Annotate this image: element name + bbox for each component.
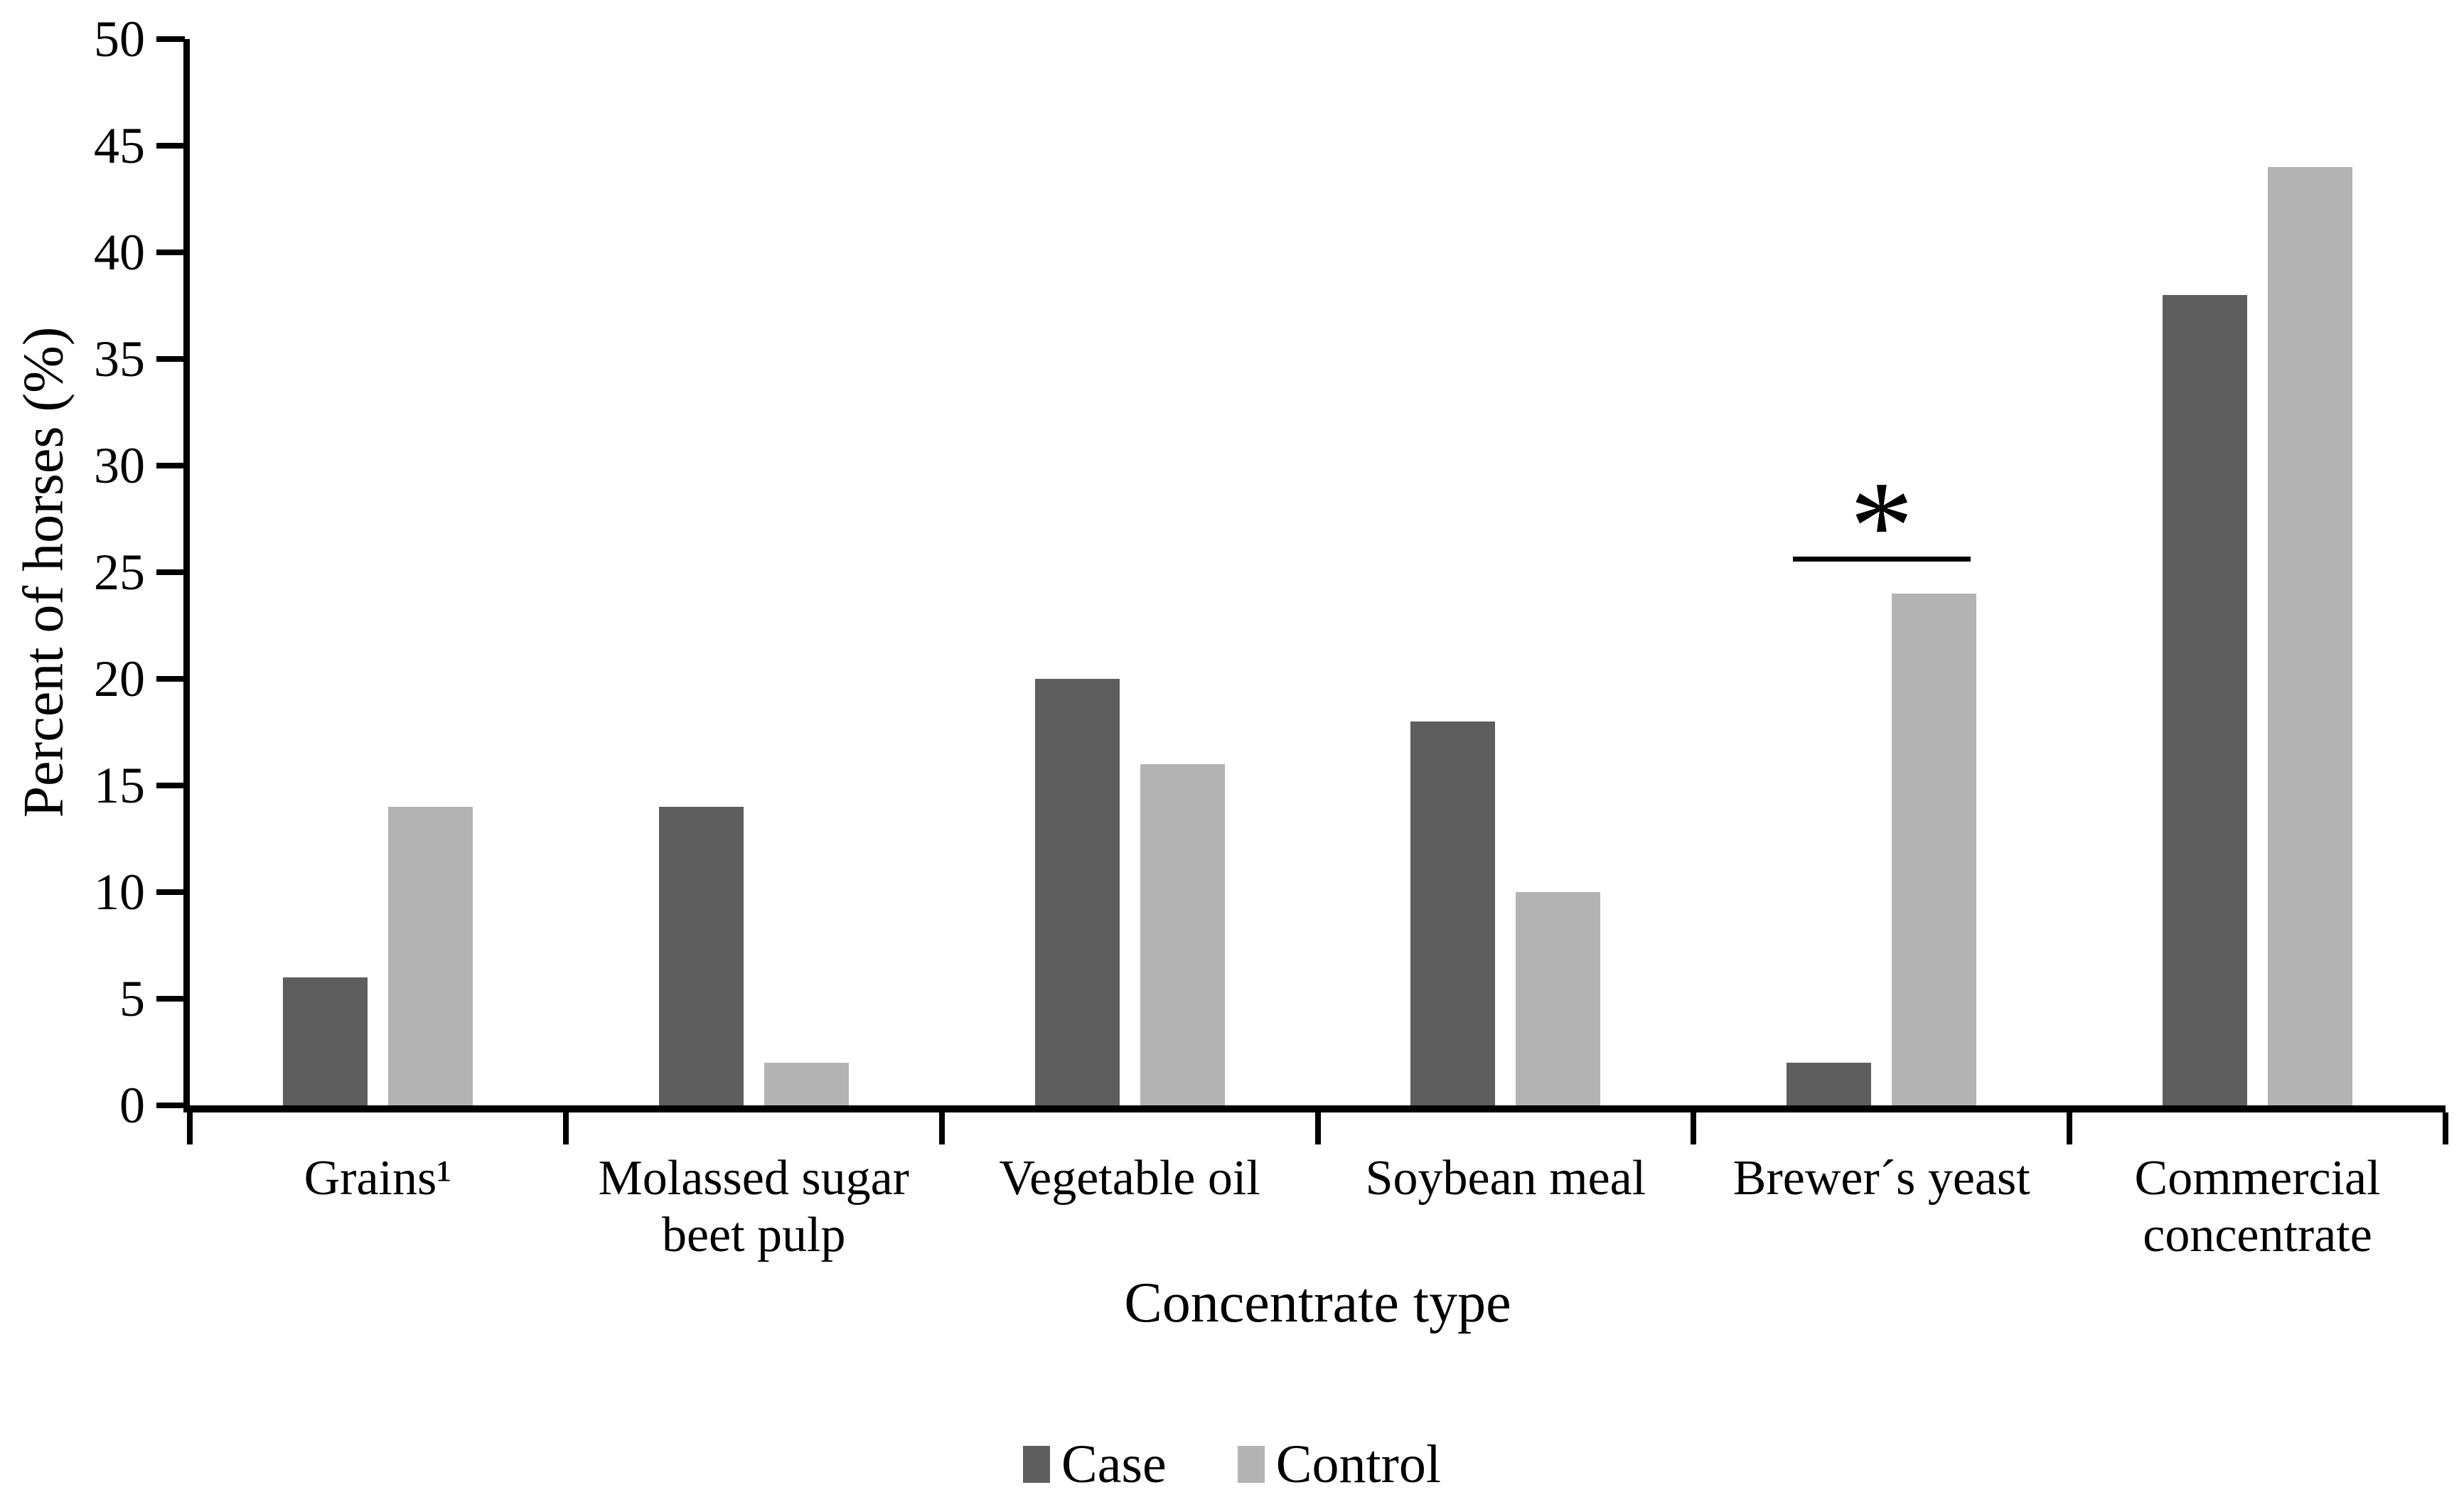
bar-group xyxy=(2069,39,2446,1105)
y-tick xyxy=(156,783,185,788)
x-axis-tick xyxy=(2443,1112,2448,1144)
bar-pair xyxy=(2069,39,2446,1105)
case-bar xyxy=(2163,295,2248,1105)
x-category-labels: Grains¹ Molassed sugar beet pulp Vegetable… xyxy=(190,1150,2446,1264)
legend-label: Case xyxy=(1061,1434,1167,1494)
x-axis-tick xyxy=(562,1112,569,1144)
control-bar xyxy=(1892,594,1977,1105)
x-category-label: Soybean meal xyxy=(1365,1151,1646,1206)
y-tick xyxy=(156,143,185,149)
y-tick xyxy=(156,36,185,42)
control-bar xyxy=(764,1063,849,1105)
plot-area: * xyxy=(190,39,2446,1105)
y-tick-label: 25 xyxy=(94,544,145,601)
bar-pair xyxy=(1317,39,1693,1105)
bar-pair xyxy=(190,39,566,1105)
y-tick xyxy=(156,889,185,895)
y-tick-label: 30 xyxy=(94,437,145,494)
legend-item-case: Case xyxy=(1023,1437,1167,1491)
y-tick-label: 50 xyxy=(94,11,145,68)
control-legend-swatch xyxy=(1237,1446,1265,1483)
x-axis-tick xyxy=(2067,1112,2073,1144)
bar-group xyxy=(942,39,1318,1105)
legend: Case Control xyxy=(0,1437,2464,1491)
x-category-label: Grains¹ xyxy=(304,1151,452,1206)
y-tick-label: 20 xyxy=(94,650,145,707)
x-axis-line xyxy=(183,1105,2446,1112)
bar-pair xyxy=(1693,39,2069,1105)
bar-group xyxy=(566,39,942,1105)
bar-pair xyxy=(942,39,1318,1105)
legend-label: Control xyxy=(1275,1434,1441,1494)
case-bar xyxy=(282,977,368,1105)
y-tick-label: 35 xyxy=(94,331,145,387)
case-bar xyxy=(1034,679,1120,1105)
y-tick-label: 15 xyxy=(94,757,145,814)
y-tick xyxy=(156,356,185,362)
bar-group: * xyxy=(1693,39,2069,1105)
x-category-label: Commercial concentrate xyxy=(2134,1151,2381,1262)
y-tick-label: 5 xyxy=(119,970,145,1027)
y-tick xyxy=(156,996,185,1002)
y-tick xyxy=(156,569,185,575)
x-axis-tick xyxy=(187,1112,193,1144)
control-bar xyxy=(1516,892,1601,1105)
x-axis-title: Concentrate type xyxy=(1124,1272,1511,1334)
control-bar xyxy=(1140,764,1225,1105)
case-bar xyxy=(658,807,744,1105)
y-tick-label: 40 xyxy=(94,224,145,281)
y-axis-line xyxy=(183,39,190,1112)
case-legend-swatch xyxy=(1023,1446,1051,1483)
y-tick-label: 10 xyxy=(94,864,145,921)
y-tick-label: 45 xyxy=(94,117,145,174)
significance-asterisk: * xyxy=(1849,455,1914,596)
control-bar xyxy=(2268,167,2353,1105)
x-axis-tick xyxy=(1691,1112,1697,1144)
bar-group xyxy=(1317,39,1693,1105)
x-category-label: Vegetable oil xyxy=(999,1151,1260,1206)
y-tick xyxy=(156,463,185,468)
bar-group xyxy=(190,39,566,1105)
y-tick xyxy=(156,250,185,255)
y-tick xyxy=(156,1103,185,1108)
control-bar xyxy=(387,807,473,1105)
x-axis-tick xyxy=(1314,1112,1321,1144)
x-category-label: Molassed sugar beet pulp xyxy=(598,1151,909,1262)
x-axis-tick xyxy=(938,1112,945,1144)
case-bar xyxy=(1787,1063,1872,1105)
case-bar xyxy=(1410,722,1496,1105)
y-tick xyxy=(156,676,185,682)
legend-item-control: Control xyxy=(1237,1434,1441,1494)
x-category-label: Brewer´s yeast xyxy=(1732,1151,2030,1206)
bar-pair xyxy=(566,39,942,1105)
y-tick-label: 0 xyxy=(119,1077,145,1134)
significance-line xyxy=(1792,557,1971,562)
